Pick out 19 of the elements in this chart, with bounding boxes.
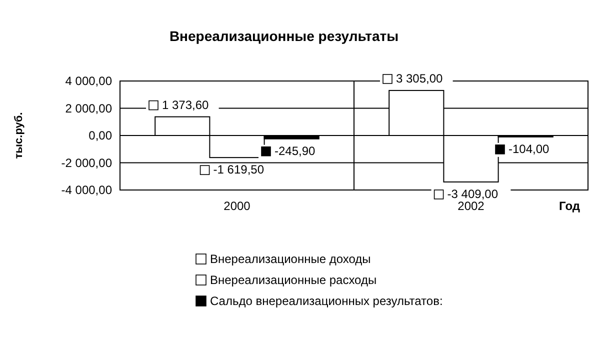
- y-axis-title: тыс.руб.: [13, 112, 25, 159]
- x-tick-label: 2000: [224, 199, 251, 213]
- data-label: 3 305,00: [396, 71, 444, 86]
- data-label: -1 619,50: [213, 162, 264, 177]
- x-axis-title: Год: [559, 199, 580, 213]
- data-label: -3 409,00: [447, 186, 498, 201]
- x-tick-label: 2002: [458, 199, 485, 213]
- data-label: 1 373,60: [162, 98, 210, 112]
- data-label: -104,00: [508, 142, 550, 156]
- y-tick-label: 2 000,00: [65, 101, 112, 116]
- y-tick-label: -4 000,00: [61, 183, 112, 197]
- y-tick-label: 0,00: [88, 128, 112, 142]
- chart-title: Внереализационные результаты: [169, 28, 399, 44]
- data-label: -245,90: [274, 144, 316, 158]
- y-tick-label: -2 000,00: [61, 156, 112, 170]
- y-tick-label: 4 000,00: [65, 74, 112, 88]
- legend-label: Сальдо внереализационных результатов:: [210, 294, 443, 308]
- legend-label: Внереализационные доходы: [210, 252, 371, 266]
- legend-label: Внереализационные расходы: [210, 273, 377, 287]
